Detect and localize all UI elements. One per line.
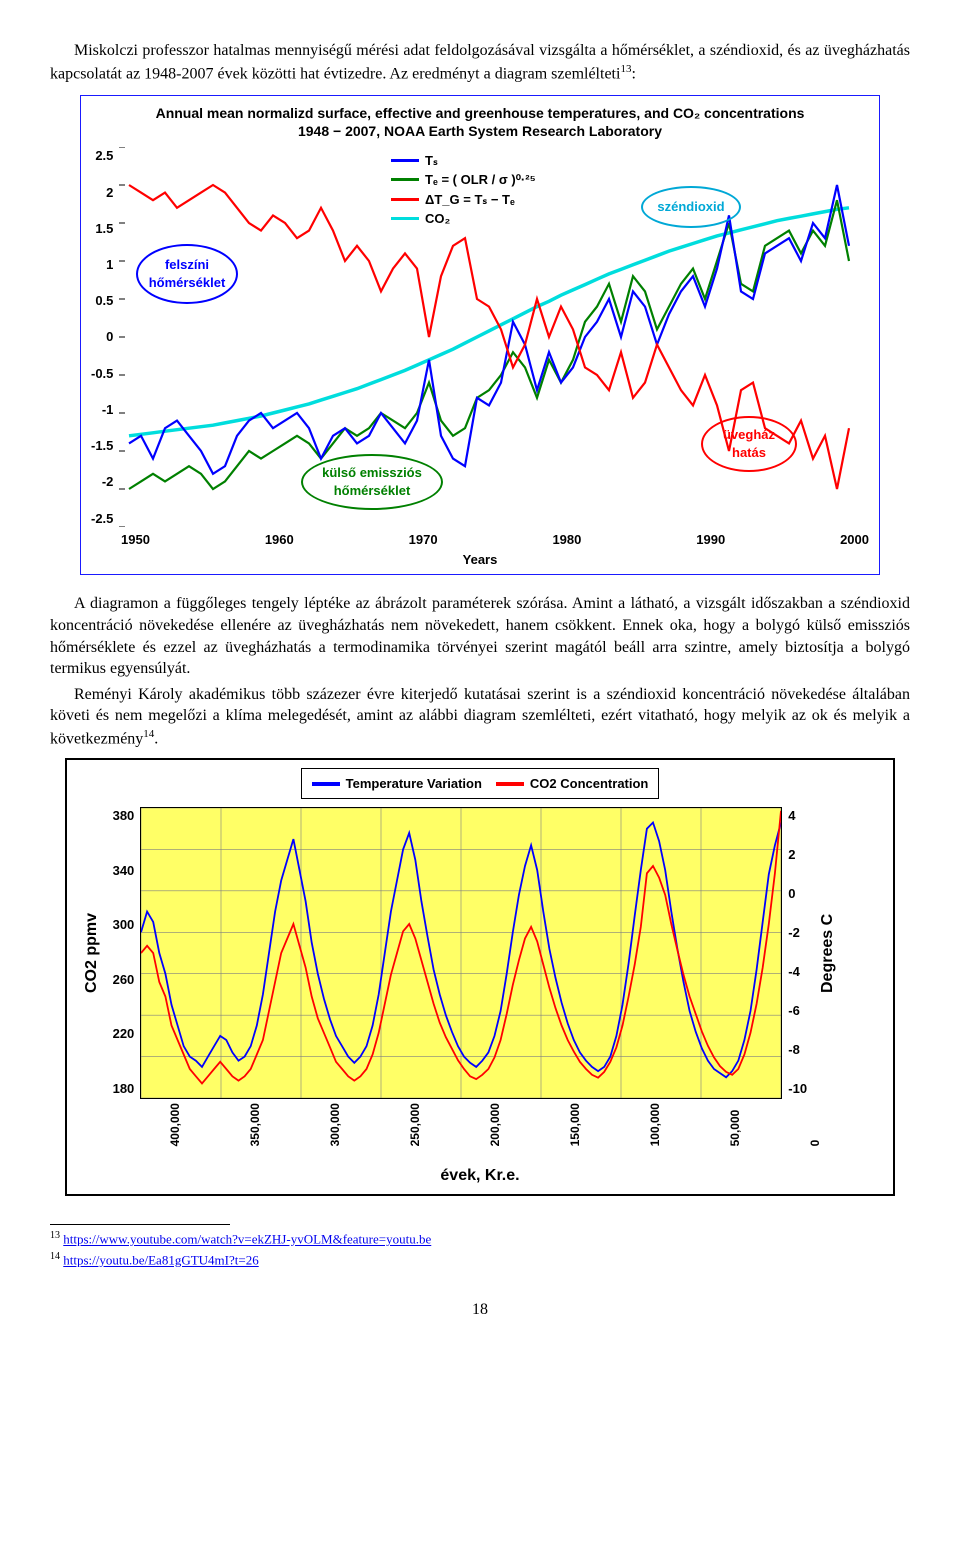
paragraph-1: Miskolczi professzor hatalmas mennyiségű… [50, 40, 910, 85]
chart1-yaxis: 2.521.510.50-0.5-1-1.5-2-2.5 [91, 147, 119, 527]
fn13-num: 13 [50, 1230, 60, 1241]
chart2-yleft-axis: 380340300260220180 [107, 807, 141, 1097]
footnote-13: 13 https://www.youtube.com/watch?v=ekZHJ… [50, 1229, 910, 1248]
callout-emission-temp: külső emissziós hőmérséklet [301, 454, 443, 510]
paragraph-2: A diagramon a függőleges tengely léptéke… [50, 593, 910, 679]
chart1-xlabel: Years [91, 551, 869, 569]
page-number: 18 [50, 1299, 910, 1321]
chart2-yright-axis: 420-2-4-6-8-10 [782, 807, 813, 1097]
fn13-link[interactable]: https://www.youtube.com/watch?v=ekZHJ-yv… [63, 1232, 431, 1247]
callout-co2: széndioxid [641, 186, 741, 228]
chart2-svg [140, 807, 782, 1099]
chart2-xlabel: évek, Kr.e. [77, 1165, 883, 1187]
callout-greenhouse: üvegház hatás [701, 416, 797, 472]
chart2-xaxis: 400,000350,000300,000250,000200,000150,0… [77, 1099, 883, 1146]
fn14-link[interactable]: https://youtu.be/Ea81gGTU4mI?t=26 [63, 1253, 258, 1268]
footnotes: 13 https://www.youtube.com/watch?v=ekZHJ… [50, 1224, 910, 1269]
chart1-title-l1: Annual mean normalizd surface, effective… [91, 104, 869, 123]
chart1-title-l2: 1948 − 2007, NOAA Earth System Research … [91, 122, 869, 141]
chart2-legend-wrap: Temperature VariationCO2 Concentration [77, 768, 883, 808]
p1-text: Miskolczi professzor hatalmas mennyiségű… [50, 42, 910, 82]
chart2-yright-label: Degrees C [813, 807, 843, 1099]
paragraph-3: Reményi Károly akadémikus több százezer … [50, 684, 910, 750]
footnote-rule [50, 1224, 230, 1225]
chart1-container: Annual mean normalizd surface, effective… [80, 95, 880, 576]
p3-text: Reményi Károly akadémikus több százezer … [50, 686, 910, 748]
chart2-legend: Temperature VariationCO2 Concentration [301, 768, 660, 800]
p1-sup: 13 [620, 63, 631, 75]
p3-sup: 14 [143, 728, 154, 740]
chart1-legend: TₛTₑ = ( OLR / σ )⁰·²⁵ΔT_G = Tₛ − TₑCO₂ [391, 150, 536, 230]
callout-surface-temp: felszíni hőmérséklet [136, 244, 238, 304]
chart1-xaxis: 195019601970198019902000 [91, 531, 869, 549]
footnote-14: 14 https://youtu.be/Ea81gGTU4mI?t=26 [50, 1250, 910, 1269]
chart1-title: Annual mean normalizd surface, effective… [91, 104, 869, 142]
p3-after: . [154, 730, 158, 747]
chart2-plotwrap: CO2 ppmv 380340300260220180 420-2-4-6-8-… [77, 807, 883, 1099]
chart2-container: Temperature VariationCO2 Concentration C… [65, 758, 895, 1197]
fn14-num: 14 [50, 1251, 60, 1262]
chart2-yleft-label: CO2 ppmv [77, 807, 107, 1099]
p1-after: : [631, 65, 635, 82]
